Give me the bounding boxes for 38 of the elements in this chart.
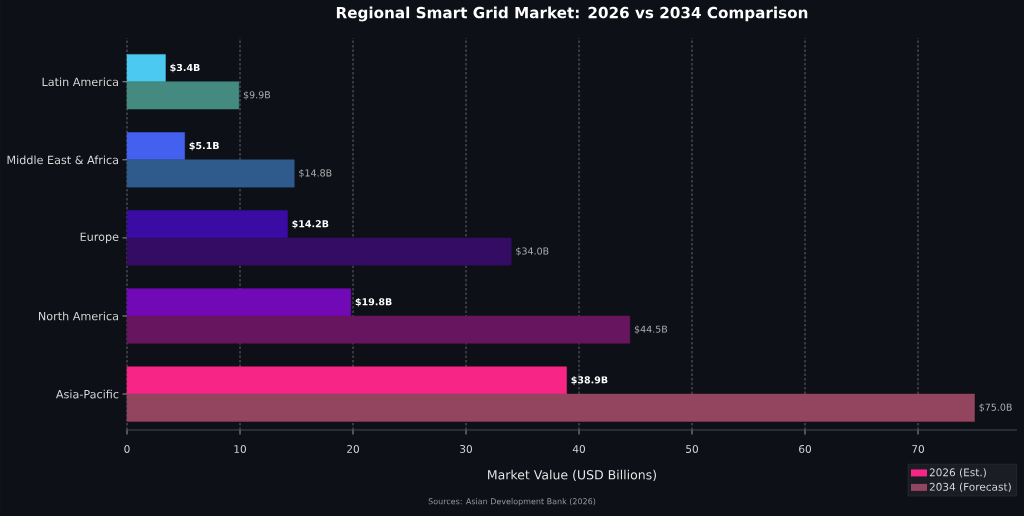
x-tick-label: 0 [124,445,130,453]
bar [126,132,185,161]
legend-label: 2026 (Est.) [929,468,986,478]
data-label: $14.8B [299,169,332,178]
x-axis-title: Market Value (USD Billions) [488,469,656,481]
data-label: $9.9B [243,91,271,100]
bar [126,315,631,344]
data-label: $75.0B [979,403,1012,413]
bar [126,393,975,422]
y-tick-label: Europe [80,232,119,244]
data-label: $14.2B [292,219,329,229]
bar [126,54,166,82]
x-tick-label: 70 [912,445,924,453]
bar [126,366,567,395]
bar [126,159,295,188]
y-tick-label: Middle East & Africa [7,155,118,165]
x-tick-label: 50 [686,445,698,453]
legend-label: 2034 (Forecast) [929,482,1011,492]
data-label: $34.0B [516,247,549,256]
bar [126,81,240,110]
chart-title: Regional Smart Grid Market: 2026 vs 2034 Comparison [336,6,808,22]
bar [126,237,512,266]
bar [126,210,288,239]
x-tick-label: 30 [460,445,472,453]
data-label: $19.8B [355,298,392,307]
data-label: $5.1B [189,141,219,151]
x-tick-label: 40 [572,445,585,453]
y-tick-label: North America [38,311,118,321]
bar [126,288,351,317]
y-tick-label: Asia-Pacific [55,389,119,399]
y-tick-label: Latin America [42,77,118,87]
source-note: Sources: Asian Development Bank (2026) [428,498,596,506]
data-label: $3.4B [170,63,200,73]
data-label: $38.9B [571,376,608,385]
x-tick-label: 20 [347,445,359,453]
data-label: $44.5B [634,325,668,334]
x-tick-label: 60 [799,445,811,453]
x-tick-label: 10 [234,445,246,453]
